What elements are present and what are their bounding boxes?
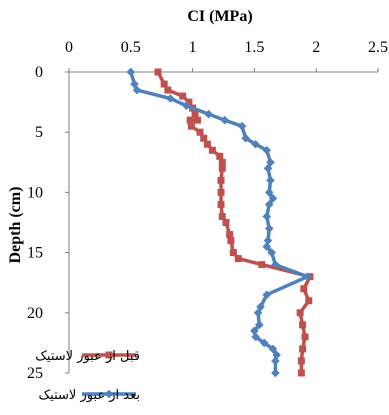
data-point [200,135,207,142]
data-point [302,333,309,340]
data-point [271,369,280,378]
y-axis-title: Depth (cm) [7,187,24,264]
x-axis-title: CI (MPa) [187,8,252,25]
data-point [299,321,306,328]
legend: قبل از عبور لاستیک بعد از عبور لاستیک [35,349,140,403]
series-line [131,72,308,373]
data-point [222,219,229,226]
x-tick-label: 0.5 [121,39,141,56]
data-point [179,93,186,100]
axes: 0 0.5 1 1.5 2 2.5 0 5 10 15 20 25 [27,39,388,382]
series-layer [127,68,314,378]
legend-item-1: قبل از عبور لاستیک [35,349,140,364]
data-point [219,159,226,166]
data-point [188,123,195,130]
legend-label: بعد از عبور لاستیک [39,388,140,403]
data-point [297,309,304,316]
data-point [266,176,275,185]
legend-item-2: بعد از عبور لاستیک [39,388,140,403]
data-point [161,81,168,88]
data-point [299,345,306,352]
series-2 [127,68,312,378]
data-point [262,212,271,221]
data-point [238,122,247,131]
y-tick-label: 15 [27,245,43,262]
data-point [127,68,136,77]
legend-label: قبل از عبور لاستیک [35,349,140,364]
data-point [305,297,312,304]
series-line [158,72,310,373]
data-point [258,261,265,268]
x-tick-label: 2.5 [368,39,388,56]
data-point [230,249,237,256]
data-point [209,147,216,154]
x-tick-label: 2 [312,39,320,56]
data-point [219,165,226,172]
series-1 [154,69,313,377]
x-tick-label: 1.5 [244,39,264,56]
data-point [154,69,161,76]
data-point [265,224,274,233]
y-tick-label: 0 [35,64,43,81]
data-point [220,116,229,125]
y-tick-label: 5 [35,124,43,141]
data-point [227,237,234,244]
data-point [226,231,233,238]
y-tick-label: 20 [27,305,43,322]
data-point [298,357,305,364]
data-point [194,117,201,124]
data-point [204,141,211,148]
data-point [300,285,307,292]
data-point [271,357,280,366]
data-point [235,255,242,262]
data-point [218,189,225,196]
data-point [187,117,194,124]
data-point [216,153,223,160]
x-tick-label: 1 [189,39,197,56]
data-point [218,177,225,184]
data-point [164,87,171,94]
data-point [197,129,204,136]
x-tick-label: 0 [65,39,73,56]
y-tick-label: 10 [27,184,43,201]
data-point [218,201,225,208]
y-tick-label: 25 [27,365,43,382]
data-point [219,213,226,220]
data-point [298,370,305,377]
